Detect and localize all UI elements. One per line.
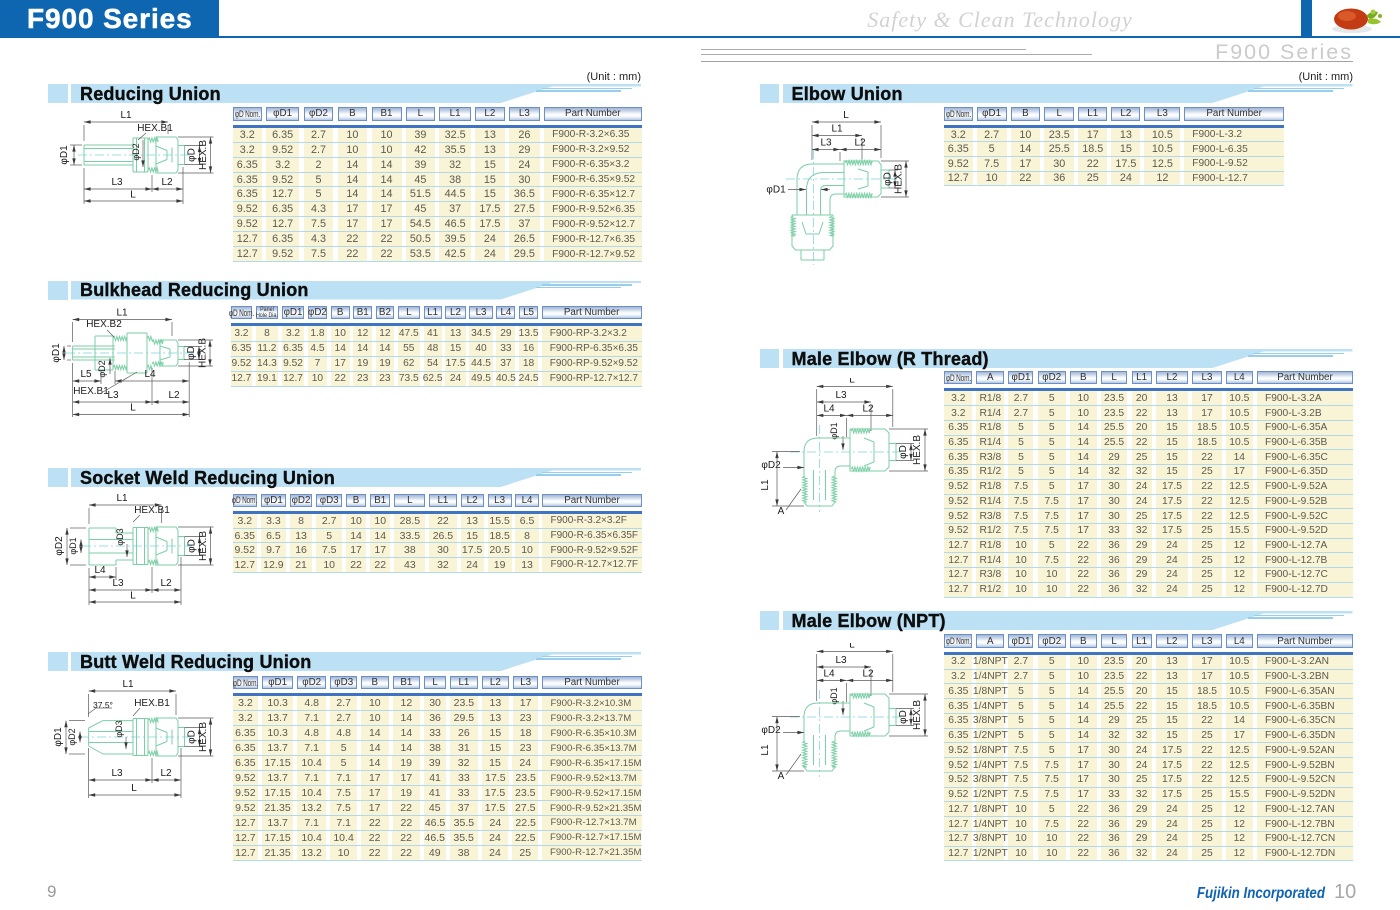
svg-text:L2: L2 [862,404,874,415]
svg-text:L4: L4 [823,669,835,680]
svg-text:L3: L3 [835,655,847,666]
svg-text:φD3: φD3 [114,720,124,737]
svg-text:φD: φD [186,346,197,360]
svg-text:φD: φD [898,445,909,459]
svg-text:L: L [130,403,136,414]
svg-text:L2: L2 [160,578,172,589]
svg-text:L: L [130,190,136,201]
svg-text:φD1: φD1 [59,145,70,165]
svg-text:HEX.B1: HEX.B1 [137,123,173,134]
svg-text:L3: L3 [835,390,847,401]
svg-text:HEX.B2: HEX.B2 [86,319,122,330]
svg-text:HEX.B: HEX.B [912,700,923,730]
svg-text:φD1: φD1 [53,727,64,747]
svg-text:φD3: φD3 [115,528,125,545]
svg-text:φD1: φD1 [68,537,78,554]
svg-text:HEX.B1: HEX.B1 [134,505,170,516]
svg-text:L2: L2 [168,390,180,401]
svg-text:φD: φD [187,148,198,162]
svg-text:φD2: φD2 [67,728,77,745]
svg-text:L1: L1 [760,479,771,491]
svg-text:L: L [849,378,855,386]
svg-text:L3: L3 [111,177,123,188]
svg-text:L4: L4 [94,565,106,576]
svg-text:L1: L1 [760,744,771,756]
svg-text:L3: L3 [112,578,124,589]
svg-text:L3: L3 [820,138,832,149]
svg-text:HEX.B: HEX.B [198,338,209,368]
svg-text:L: L [849,643,855,651]
svg-text:A: A [778,506,785,517]
svg-text:φD2: φD2 [761,460,781,471]
svg-text:L1: L1 [122,679,134,690]
svg-text:L: L [131,783,137,794]
svg-text:HEX.B: HEX.B [894,164,905,194]
svg-text:L: L [843,110,849,121]
svg-text:L5: L5 [80,369,92,380]
svg-text:φD2: φD2 [97,360,107,377]
svg-text:HEX.B: HEX.B [198,140,209,170]
svg-text:L2: L2 [854,138,866,149]
svg-text:φD: φD [883,172,894,186]
svg-text:φD2: φD2 [131,143,141,160]
svg-text:HEX.B: HEX.B [198,531,209,561]
svg-text:φD1: φD1 [51,343,62,363]
svg-text:L3: L3 [107,390,119,401]
svg-text:HEX.B: HEX.B [912,435,923,465]
svg-text:HEX.B1: HEX.B1 [134,698,170,709]
svg-text:L1: L1 [116,493,128,504]
svg-text:HEX.B: HEX.B [198,722,209,752]
svg-text:φD: φD [898,710,909,724]
svg-text:A: A [778,771,785,782]
svg-text:L: L [130,591,136,602]
svg-text:φD2: φD2 [761,725,781,736]
svg-text:HEX.B1: HEX.B1 [73,386,109,397]
svg-text:L3: L3 [111,768,123,779]
svg-text:L1: L1 [120,110,132,121]
svg-text:L4: L4 [823,404,835,415]
svg-text:L2: L2 [160,768,172,779]
svg-text:φD1: φD1 [829,422,839,439]
svg-text:37.5°: 37.5° [93,700,113,710]
svg-text:φD1: φD1 [766,185,786,196]
svg-text:L1: L1 [116,308,128,319]
svg-text:φD1: φD1 [829,687,839,704]
svg-text:L4: L4 [144,369,156,380]
svg-text:φD: φD [187,539,198,553]
svg-text:L2: L2 [161,177,173,188]
svg-text:L1: L1 [831,124,843,135]
svg-text:φD2: φD2 [54,536,65,556]
svg-text:L2: L2 [862,669,874,680]
svg-text:φD: φD [187,730,198,744]
